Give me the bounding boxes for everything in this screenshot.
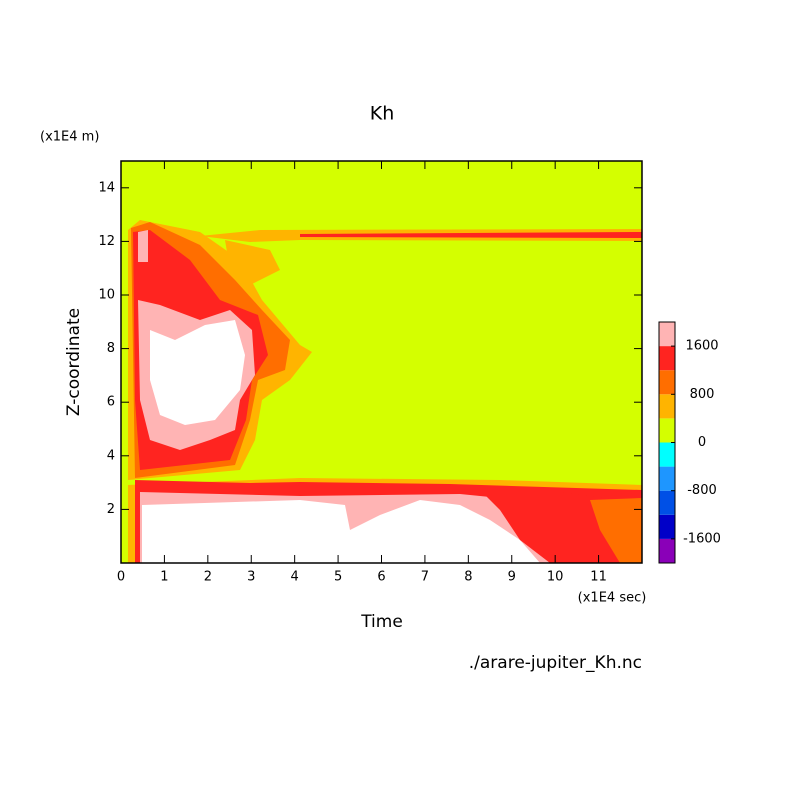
colorbar-tick-label: 1600	[685, 339, 718, 354]
x-tick-label: 2	[204, 570, 212, 585]
x-tick-label: 4	[291, 570, 299, 585]
contour-region	[138, 230, 148, 262]
x-tick-label: 8	[464, 570, 472, 585]
y-tick-label: 8	[107, 341, 115, 356]
x-tick-label: 6	[377, 570, 385, 585]
x-tick-label: 0	[117, 570, 125, 585]
colorbar-tick-label: 0	[698, 435, 706, 450]
colorbar-tick-label: -800	[687, 483, 717, 498]
x-tick-label: 1	[160, 570, 168, 585]
colorbar-band	[659, 490, 675, 515]
y-tick-label: 4	[107, 448, 115, 463]
x-tick-label: 7	[421, 570, 429, 585]
colorbar-band	[659, 346, 675, 371]
colorbar-band	[659, 466, 675, 491]
x-tick-label: 3	[247, 570, 255, 585]
contour-field	[121, 161, 642, 563]
y-tick-label: 14	[98, 180, 115, 195]
colorbar-band	[659, 514, 675, 539]
x-tick-label: 9	[508, 570, 516, 585]
contour-region	[150, 320, 245, 425]
x-tick-label: 5	[334, 570, 342, 585]
x-unit: (x1E4 sec)	[578, 591, 647, 606]
colorbar-tick-label: -1600	[683, 531, 721, 546]
x-axis-label: Time	[360, 612, 403, 632]
contour-region	[300, 232, 642, 238]
x-tick-label: 11	[590, 570, 607, 585]
y-tick-label: 10	[98, 288, 115, 303]
x-tick-label: 10	[547, 570, 564, 585]
file-name: ./arare-jupiter_Kh.nc	[469, 653, 642, 673]
contour-region	[142, 500, 540, 563]
y-tick-label: 2	[107, 502, 115, 517]
colorbar-band	[659, 538, 675, 563]
y-tick-label: 12	[98, 234, 115, 249]
colorbar-band	[659, 394, 675, 419]
colorbar-band	[659, 322, 675, 347]
y-axis-label: Z-coordinate	[64, 308, 84, 416]
y-unit: (x1E4 m)	[40, 130, 99, 145]
colorbar-band	[659, 418, 675, 443]
colorbar-band	[659, 370, 675, 395]
y-tick-label: 6	[107, 395, 115, 410]
contour-region	[590, 498, 642, 563]
colorbar-band	[659, 442, 675, 467]
colorbar-tick-label: 800	[690, 387, 715, 402]
chart-title: Kh	[370, 103, 395, 125]
